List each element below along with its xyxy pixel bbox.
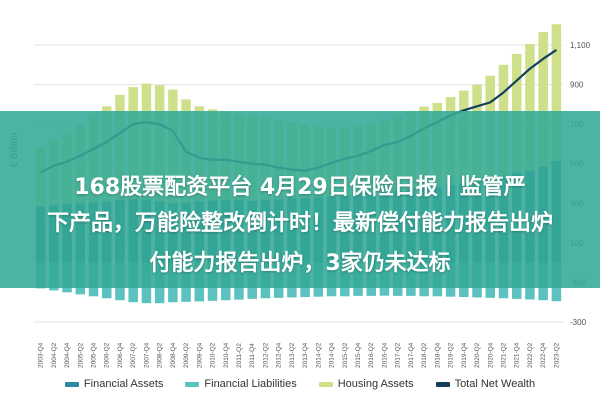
x-tick-label: 2014-Q4 [329,342,336,368]
x-tick-label: 2004-Q4 [64,342,71,368]
x-tick-label: 2007-Q4 [143,342,150,368]
x-tick-label: 2022-Q2 [527,342,534,368]
x-tick-label: 2007-Q2 [130,342,137,368]
legend-swatch [64,381,79,387]
legend-swatch [185,381,200,387]
bar-housing-assets [538,32,548,167]
x-tick-label: 2016-Q4 [381,342,388,368]
x-tick-label: 2022-Q4 [540,342,547,368]
x-tick-label: 2019-Q4 [461,342,468,368]
legend-swatch [435,381,450,387]
legend-label: Total Net Wealth [454,378,536,390]
x-tick-label: 2017-Q4 [408,342,415,368]
x-tick-label: 2006-Q4 [117,342,124,368]
y-tick-label: -300 [570,318,587,327]
x-tick-label: 2020-Q2 [474,342,481,368]
x-tick-label: 2010-Q4 [223,342,230,368]
x-tick-label: 2017-Q2 [395,342,402,368]
x-tick-label: 2016-Q2 [368,342,375,368]
legend-item-financial-liabilities: Financial Liabilities [185,378,297,390]
x-tick-label: 2005-Q2 [77,342,84,368]
banner-headline-line-3: 付能力报告出炉，3家仍未达标 [149,251,451,276]
x-tick-label: 2011-Q4 [249,343,256,368]
x-tick-label: 2013-Q4 [302,342,309,368]
x-tick-label: 2013-Q2 [289,342,296,368]
bar-housing-assets [525,44,535,171]
x-tick-label: 2009-Q4 [196,342,203,368]
banner-headline-line-1: 168股票配资平台 4月29日保险日报丨监管严 [74,175,526,200]
x-tick-label: 2006-Q2 [104,342,111,368]
x-tick-label: 2005-Q4 [91,342,98,368]
y-tick-label: 900 [570,81,584,90]
x-tick-label: 2023-Q2 [553,342,560,368]
y-tick-label: 1,100 [570,41,591,50]
legend-item-total-net-wealth: Total Net Wealth [435,378,536,390]
x-tick-label: 2021-Q2 [500,342,507,368]
x-tick-label: 2014-Q2 [315,342,322,368]
x-tick-label: 2015-Q4 [355,342,362,368]
x-tick-label: 2004-Q2 [51,342,58,368]
chart-legend: Financial Assets Financial Liabilities H… [0,372,600,396]
x-tick-label: 2011-Q2 [236,343,243,368]
article-banner[interactable]: 168股票配资平台 4月29日保险日报丨监管严 下产品，万能险整改倒计时！最新偿… [0,111,600,288]
legend-item-financial-assets: Financial Assets [64,378,164,390]
x-tick-label: 2008-Q2 [157,342,164,368]
legend-label: Financial Liabilities [204,378,297,390]
x-tick-label: 2020-Q4 [487,342,494,368]
legend-label: Financial Assets [83,378,164,390]
legend-item-housing-assets: Housing Assets [318,378,414,390]
x-tick-label: 2018-Q4 [434,342,441,368]
x-tick-label: 2008-Q4 [170,342,177,368]
x-tick-label: 2003-Q4 [38,342,45,368]
x-tick-label: 2015-Q2 [342,342,349,368]
legend-swatch [318,381,333,387]
legend-label: Housing Assets [337,378,414,390]
bar-housing-assets [551,24,562,161]
x-tick-label: 2009-Q2 [183,342,190,368]
x-tick-label: 2012-Q4 [276,342,283,368]
x-tick-label: 2012-Q2 [262,342,269,368]
x-tick-label: 2018-Q2 [421,342,428,368]
x-tick-label: 2021-Q4 [514,342,521,368]
banner-headline-line-2: 下产品，万能险整改倒计时！最新偿付能力报告出炉 [46,211,553,236]
x-tick-label: 2010-Q2 [210,342,217,368]
x-tick-label: 2019-Q2 [448,342,455,368]
